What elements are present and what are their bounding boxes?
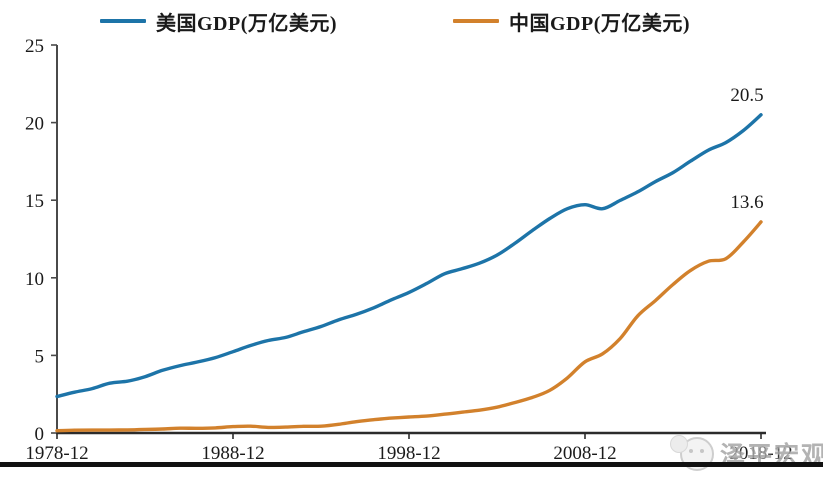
cn-end-value-label: 13.6	[730, 192, 763, 213]
us-end-value-label: 20.5	[730, 85, 763, 106]
us-line-swatch-icon	[100, 19, 146, 23]
x-tick-label: 1998-12	[377, 443, 440, 464]
y-tick-label: 0	[35, 424, 45, 445]
legend-label-cn-gdp: 中国GDP(万亿美元)	[509, 12, 691, 35]
chart-legend: 美国GDP(万亿美元) 中国GDP(万亿美元)	[0, 6, 823, 36]
legend-item-cn-gdp: 中国GDP(万亿美元)	[453, 6, 690, 36]
watermark-logo-eye-icon	[689, 449, 693, 453]
y-tick-label: 25	[25, 36, 44, 57]
cn-gdp-line	[55, 220, 763, 433]
legend-label-us-gdp: 美国GDP(万亿美元)	[156, 12, 338, 35]
y-tick-label: 10	[25, 269, 44, 290]
watermark-logo-eye-icon	[700, 449, 704, 453]
y-tick-label: 5	[35, 346, 45, 367]
x-tick-label: 1978-12	[25, 443, 88, 464]
watermark-logo-bubble-icon	[670, 435, 688, 453]
bottom-divider	[0, 462, 823, 467]
cn-line-swatch-icon	[453, 19, 499, 23]
us-gdp-line	[55, 113, 763, 399]
x-tick-label: 2008-12	[553, 443, 616, 464]
x-tick-label: 2018-12	[729, 443, 792, 464]
y-tick-label: 15	[25, 191, 44, 212]
x-tick-label: 1988-12	[201, 443, 264, 464]
legend-item-us-gdp: 美国GDP(万亿美元)	[100, 6, 337, 36]
y-tick-label: 20	[25, 114, 44, 135]
